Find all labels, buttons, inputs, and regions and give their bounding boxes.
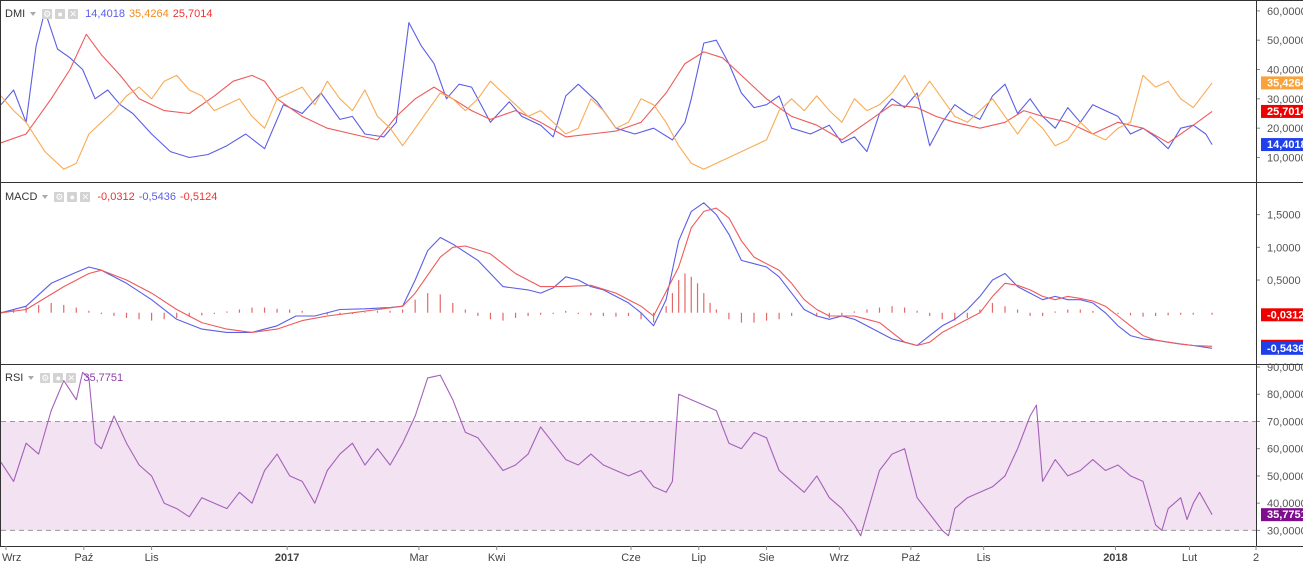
close-icon[interactable]: ✕ — [66, 373, 77, 383]
macd-value-badge — [1261, 308, 1303, 322]
macd-series-red-line — [0, 207, 1213, 347]
x-axis-label: Lis — [145, 552, 160, 564]
x-axis-label: Paź — [901, 552, 920, 564]
macd-value-badge — [1261, 341, 1303, 355]
rsi-series-purple-line — [0, 371, 1213, 537]
x-axis-label: Paź — [74, 552, 93, 564]
macd-legend-value-hist: -0,0312 — [97, 191, 135, 203]
settings-icon[interactable]: ⚙ — [54, 192, 65, 202]
dmi-axis-tick-label: 20,0000 — [1267, 123, 1303, 135]
dmi-axis-tick-label: 60,0000 — [1267, 6, 1303, 18]
dmi-legend: DMI ⚙ ● ✕ 14,4018 35,4264 25,7014 — [5, 6, 212, 22]
x-axis-label: Wrz — [830, 552, 849, 564]
rsi-value-badge-label: 35,7751 — [1267, 509, 1303, 521]
x-axis-label: Lip — [691, 552, 706, 564]
eye-icon[interactable]: ● — [55, 9, 66, 19]
eye-icon[interactable]: ● — [53, 373, 64, 383]
dmi-axis-tick-label: 40,0000 — [1267, 65, 1303, 77]
x-axis-label: 2018 — [1103, 552, 1127, 564]
x-axis-label: 2017 — [275, 552, 299, 564]
rsi-value-badge — [1261, 508, 1303, 522]
dmi-legend-value-orange: 35,4264 — [128, 8, 169, 20]
eye-icon[interactable]: ● — [67, 192, 78, 202]
settings-icon[interactable]: ⚙ — [42, 9, 53, 19]
dmi-value-badge-label: 25,7014 — [1267, 106, 1303, 118]
dmi-axis-tick-label: 50,0000 — [1267, 35, 1303, 47]
dmi-legend-name: DMI — [5, 8, 26, 20]
x-axis-label: Mar — [409, 552, 428, 564]
x-axis-label: 2 — [1253, 552, 1259, 564]
rsi-legend-name: RSI — [5, 372, 24, 384]
dmi-value-badge — [1261, 138, 1303, 152]
rsi-axis-tick-label: 70,0000 — [1267, 416, 1303, 428]
macd-axis-tick-label: 1,0000 — [1267, 242, 1301, 254]
macd-legend-name: MACD — [5, 191, 38, 203]
x-axis-label: Sie — [759, 552, 775, 564]
macd-axis-tick-label: 1,5000 — [1267, 210, 1301, 222]
dmi-legend-value-blue: 14,4018 — [85, 8, 125, 20]
macd-axis-tick-label: 0,5000 — [1267, 275, 1301, 287]
macd-legend-value-blue: -0,5436 — [138, 191, 177, 203]
chevron-down-icon[interactable] — [28, 376, 35, 380]
dmi-axis-tick-label: 10,0000 — [1267, 152, 1303, 164]
x-axis-label: Lut — [1182, 552, 1197, 564]
rsi-legend: RSI ⚙ ● ✕ 35,7751 — [5, 370, 123, 386]
dmi-series-blue-line — [0, 10, 1213, 159]
x-axis-label: Kwi — [488, 552, 506, 564]
macd-series-blue-line — [0, 202, 1213, 349]
close-icon[interactable]: ✕ — [68, 9, 79, 19]
macd-legend: MACD ⚙ ● ✕ -0,0312 -0,5436 -0,5124 — [5, 189, 217, 205]
rsi-axis-tick-label: 30,0000 — [1267, 525, 1303, 537]
dmi-value-badge-label: 14,4018 — [1267, 139, 1303, 151]
x-axis-label: Cze — [621, 552, 641, 564]
dmi-series-red-line — [0, 33, 1213, 144]
macd-legend-value-red: -0,5124 — [180, 191, 218, 203]
x-axis-label: Wrz — [2, 552, 21, 564]
dmi-value-badge-label: 35,4264 — [1267, 77, 1303, 89]
rsi-legend-value: 35,7751 — [83, 372, 124, 384]
dmi-value-badge — [1261, 76, 1303, 90]
chevron-down-icon[interactable] — [42, 195, 49, 199]
rsi-axis-tick-label: 90,0000 — [1267, 362, 1303, 374]
rsi-axis-tick-label: 40,0000 — [1267, 498, 1303, 510]
x-axis-label: Lis — [977, 552, 992, 564]
rsi-axis-tick-label: 80,0000 — [1267, 389, 1303, 401]
chevron-down-icon[interactable] — [30, 12, 37, 16]
dmi-value-badge — [1261, 104, 1303, 118]
rsi-axis-tick-label: 50,0000 — [1267, 471, 1303, 483]
rsi-axis-tick-label: 60,0000 — [1267, 444, 1303, 456]
macd-value-badge-label: -0,5436 — [1267, 343, 1303, 355]
close-icon[interactable]: ✕ — [80, 192, 91, 202]
macd-value-badge-label: -0,0312 — [1267, 309, 1303, 321]
settings-icon[interactable]: ⚙ — [40, 373, 51, 383]
dmi-series-orange-line — [0, 74, 1213, 170]
dmi-legend-value-red: 25,7014 — [172, 8, 213, 20]
dmi-axis-tick-label: 30,0000 — [1267, 94, 1303, 106]
